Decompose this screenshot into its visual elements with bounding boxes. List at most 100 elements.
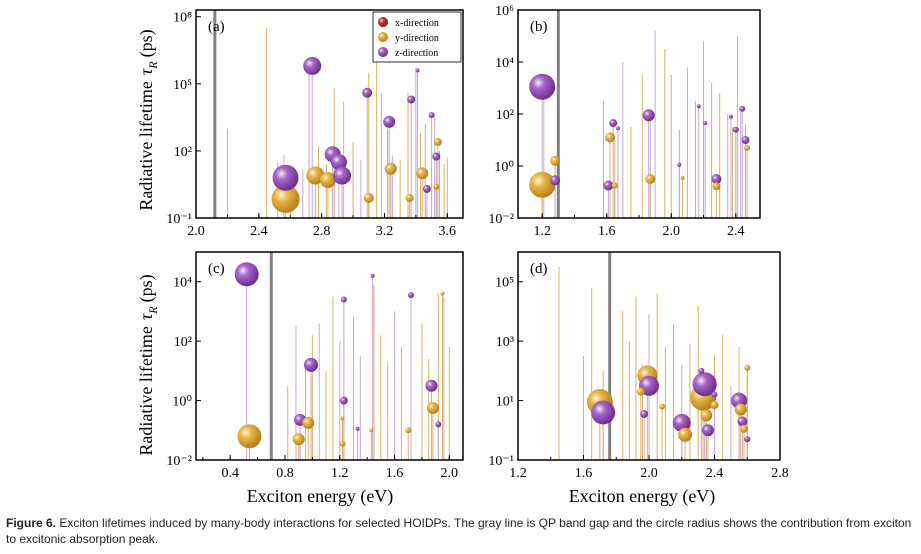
exciton-bubble-z [355,426,360,431]
x-axis-title-right: Exciton energy (eV) [569,486,716,507]
exciton-bubble-z [432,152,441,161]
figure-caption: Figure 6. Exciton lifetimes induced by m… [6,515,916,547]
panels: 2.0 2.4 2.8 3.2 3.6 10⁻¹ 10² 10⁵ 10⁸ (a) x-directi… [166,4,788,481]
svg-text:Radiative lifetimeτR(ps): Radiative lifetimeτR(ps) [136,274,160,455]
svg-text:Radiative lifetimeτR(ps): Radiative lifetimeτR(ps) [136,29,160,210]
exciton-bubble-y [604,132,615,143]
y-tick-label: 10⁻² [166,454,192,469]
exciton-bubble-y [433,137,442,146]
y-tick-label: 10⁻² [488,212,514,227]
exciton-bubble-y [292,433,305,446]
exciton-bubble-z [330,154,347,171]
x-tick-label: 2.4 [250,224,268,239]
x-tick-label: 2.4 [727,224,745,239]
exciton-bubble-z [642,109,655,122]
x-tick-label: 2.0 [187,224,205,239]
y-axis-title-bottom: Radiative lifetimeτR(ps) [136,274,160,455]
x-tick-label: 1.6 [598,224,616,239]
exciton-bubble-y [271,184,300,213]
legend: x-direction y-direction z-direction [372,11,462,63]
y-tick-label: 10⁰ [172,395,192,410]
y-axis-title-top: Radiative lifetimeτR(ps) [136,29,160,210]
exciton-bubble-z [703,121,708,126]
exciton-bubble-z [739,105,746,112]
exciton-bubble-z [698,367,705,374]
y-tick-label: 10⁻¹ [166,212,192,227]
y-tick-label: 10⁴ [173,276,192,291]
y-tick-label: 10² [174,335,192,350]
exciton-bubble-z [677,162,682,167]
panel-label: (a) [208,19,225,35]
exciton-bubble-z [407,95,416,104]
exciton-bubble-y [739,424,748,433]
exciton-bubble-z [591,400,616,425]
exciton-bubble-y [237,424,262,449]
panel-c: 0.4 0.8 1.2 1.6 2.0 10⁻² 10⁰ 10² 10⁴ (c) [166,251,464,481]
y-tick-label: 10⁵ [495,276,514,291]
y-tick-label: 10⁵ [173,78,192,93]
exciton-bubble-z [234,262,259,287]
exciton-bubble-z [741,136,750,144]
y-tick-label: 10⁶ [495,4,514,19]
caption-text: Exciton lifetimes induced by many-body i… [6,516,912,546]
exciton-bubble-y [416,167,429,180]
exciton-bubble-z [529,73,556,100]
exciton-bubble-y [710,401,719,410]
exciton-bubble-y [645,174,656,184]
exciton-bubble-y [659,403,666,410]
x-axis-title-left: Exciton energy (eV) [247,486,394,507]
legend-label-y: y-direction [395,33,439,44]
exciton-bubble-z [272,164,299,191]
exciton-bubble-y [440,291,445,296]
exciton-bubble-z [672,413,691,432]
exciton-bubble-z [692,372,717,397]
panel-a: 2.0 2.4 2.8 3.2 3.6 10⁻¹ 10² 10⁵ 10⁸ (a) x-directi… [166,9,464,239]
exciton-bubble-y [433,183,440,190]
x-tick-label: 0.4 [221,466,239,481]
exciton-bubble-z [383,115,396,128]
x-tick-label: 2.0 [663,224,681,239]
y-tick-label: 10² [174,145,192,160]
caption-label: Figure 6. [6,516,57,530]
x-tick-label: 2.0 [441,466,459,481]
exciton-bubble-y [340,416,345,421]
exciton-bubble-y [734,403,747,416]
exciton-bubble-y [306,166,325,185]
x-tick-label: 2.0 [640,466,658,481]
exciton-bubble-z [340,296,347,303]
exciton-bubble-y [363,192,374,203]
exciton-bubble-z [744,436,751,443]
exciton-bubble-z [728,114,733,119]
x-tick-label: 3.2 [376,224,394,239]
legend-marker-x [378,17,388,27]
exciton-bubble-z [303,56,322,75]
x-tick-label: 2.8 [771,466,789,481]
plot-frame [195,9,464,219]
legend-label-z: z-direction [395,48,438,59]
exciton-bubble-y [680,175,685,180]
exciton-bubble-z [333,166,352,185]
legend-marker-y [378,32,388,42]
exciton-bubble-z [428,112,435,119]
panel-label: (c) [208,261,225,277]
exciton-bubble-y [369,428,374,433]
y-tick-label: 10⁰ [494,160,514,175]
exciton-bubble-y [405,193,414,202]
exciton-bubble-z [435,421,442,428]
exciton-bubble-y [700,409,713,422]
exciton-bubble-y [611,182,618,189]
panel-b: 1.2 1.6 2.0 2.4 10⁻² 10⁰ 10² 10⁴ 10⁶ (b) [488,4,761,239]
ylabel-main: Radiative lifetime [136,81,156,210]
exciton-bubble-z [304,357,319,372]
exciton-bubble-z [737,416,748,427]
y-tick-label: 10⁴ [495,56,514,71]
exciton-bubble-y [550,155,561,166]
x-tick-label: 1.2 [509,466,527,481]
exciton-bubble-z [425,379,438,392]
exciton-bubble-z [415,68,420,73]
exciton-bubble-z [696,104,701,109]
exciton-bubble-z [339,396,348,405]
exciton-bubble-y [744,144,751,151]
exciton-bubble-z [609,119,618,128]
